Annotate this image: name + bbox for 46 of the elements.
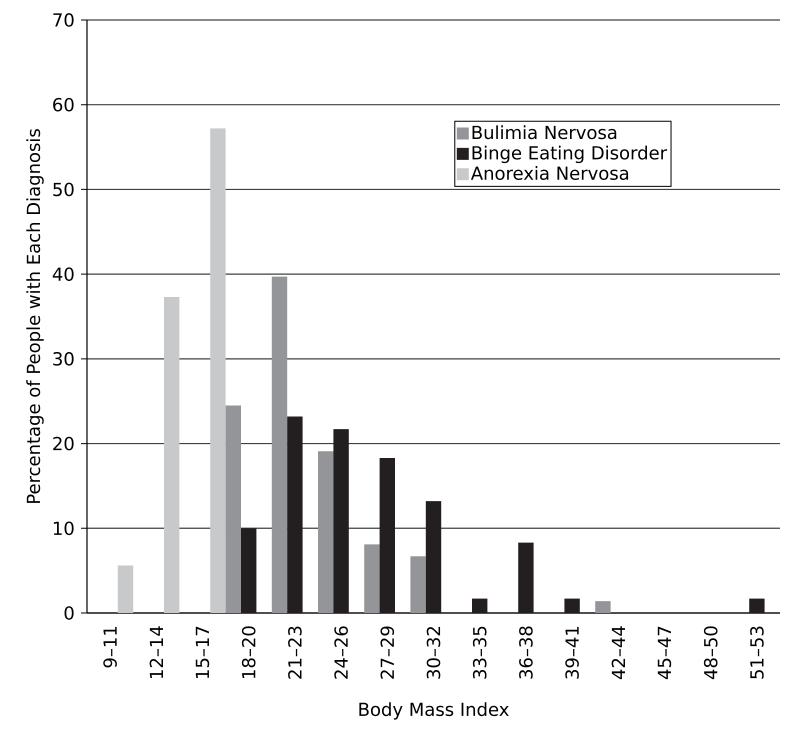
bar	[380, 458, 396, 613]
bar	[518, 542, 534, 613]
bar	[364, 544, 380, 613]
bar	[426, 501, 442, 613]
bar	[410, 556, 426, 613]
y-tick-label: 40	[52, 267, 74, 281]
y-axis-title: Percentage of People with Each Diagnosis	[26, 129, 44, 503]
x-tick-label: 45–47	[658, 626, 672, 680]
bar	[226, 405, 242, 613]
y-tick-label: 70	[53, 13, 74, 27]
y-tick-label: 60	[53, 98, 74, 112]
x-tick-label: 51–53	[750, 626, 764, 679]
bar	[287, 416, 303, 613]
y-tick-label: 30	[53, 352, 74, 366]
bar	[472, 598, 488, 613]
x-tick-label: 48–50	[704, 626, 718, 680]
bar	[318, 451, 334, 613]
x-tick-label: 15–17	[196, 626, 210, 678]
x-tick-label: 36–38	[519, 626, 533, 679]
x-tick-label: 42–44	[612, 626, 625, 680]
bar	[595, 601, 611, 613]
bar	[564, 598, 580, 613]
bar	[241, 528, 256, 613]
x-tick-label: 21–23	[288, 626, 302, 679]
x-tick-label: 18–20	[242, 626, 256, 678]
bar	[164, 297, 180, 613]
bar	[749, 598, 765, 613]
bar	[118, 566, 134, 613]
bar	[210, 128, 226, 613]
x-axis-title: Body Mass Index	[359, 702, 509, 720]
y-tick-label: 50	[53, 182, 74, 196]
legend-label: Anorexia Nervosa	[470, 166, 628, 180]
bar	[272, 276, 288, 613]
y-tick-label: 20	[53, 436, 74, 450]
x-tick-label: 27–29	[380, 626, 394, 679]
x-tick-label: 9–11	[103, 626, 117, 668]
x-tick-label: 39–41	[565, 626, 579, 679]
x-tick-label: 24–26	[334, 626, 348, 679]
legend-label: Bulimia Nervosa	[472, 125, 616, 140]
x-tick-label: 12–14	[150, 626, 163, 678]
y-tick-label: 10	[54, 521, 74, 536]
legend-label: Binge Eating Disorder	[472, 146, 668, 164]
y-tick-label: 0	[64, 606, 74, 620]
bar	[333, 429, 349, 613]
x-tick-label: 30–32	[426, 627, 440, 679]
x-tick-label: 33–35	[472, 626, 487, 679]
